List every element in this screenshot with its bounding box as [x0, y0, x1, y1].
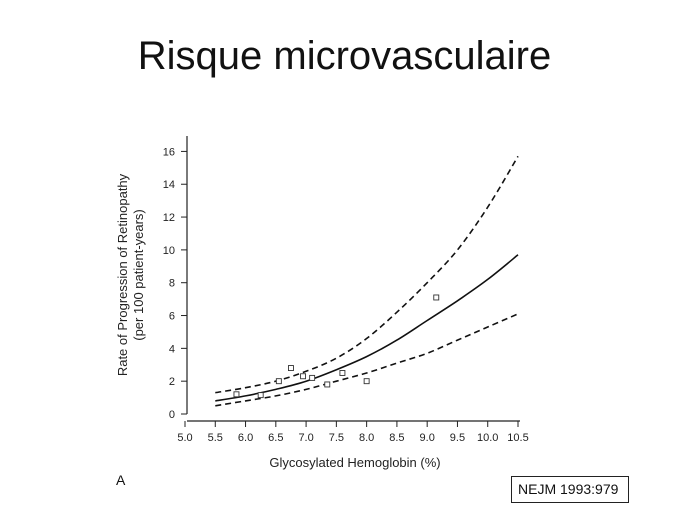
y-tick-label: 10 [163, 245, 175, 257]
series-upper-ci-line [215, 155, 519, 394]
y-tick-label: 0 [169, 409, 175, 421]
chart-axes [186, 136, 520, 422]
y-tick-label: 6 [169, 311, 175, 323]
x-tick-label: 10.5 [507, 432, 528, 444]
x-tick-label: 10.0 [477, 432, 498, 444]
x-tick-label: 7.5 [329, 432, 344, 444]
x-axis-label: Glycosylated Hemoglobin (%) [269, 455, 440, 470]
data-point [288, 365, 294, 371]
y-tick-label: 14 [163, 179, 175, 191]
data-point [309, 374, 316, 381]
y-ticks: 0 2 4 6 8 10 12 14 16 [163, 146, 187, 421]
x-tick-label: 8.0 [359, 432, 374, 444]
slide-title: Risque microvasculaire [137, 34, 552, 78]
y-axis-label-line2: (per 100 patient-years) [131, 209, 146, 341]
series-lower-ci-line [215, 313, 519, 407]
data-point [324, 381, 331, 388]
x-tick-label: 5.0 [177, 432, 192, 444]
series-lines [215, 155, 519, 407]
y-tick-label: 16 [163, 146, 175, 158]
y-tick-label: 4 [169, 343, 175, 355]
data-point [363, 378, 370, 385]
data-point [257, 392, 264, 399]
citation-box: NEJM 1993:979 [511, 476, 629, 503]
data-point [300, 373, 307, 380]
series-fit-line [215, 254, 519, 402]
data-point [275, 378, 282, 385]
data-point [233, 391, 240, 398]
y-tick-label: 8 [169, 278, 175, 290]
y-axis-label-line1: Rate of Progression of Retinopathy [115, 173, 130, 376]
data-points [233, 294, 440, 399]
y-tick-label: 2 [169, 376, 175, 388]
x-tick-label: 7.0 [298, 432, 313, 444]
x-tick-label: 9.0 [420, 432, 435, 444]
x-tick-label: 6.0 [238, 432, 253, 444]
x-tick-label: 6.5 [268, 432, 283, 444]
x-tick-label: 8.5 [389, 432, 404, 444]
panel-label: A [116, 472, 126, 488]
data-point [433, 294, 440, 301]
x-tick-label: 5.5 [208, 432, 223, 444]
data-point [339, 370, 346, 376]
x-ticks: 5.0 5.5 6.0 6.5 7.0 7.5 8.0 8.5 9.0 9.5 10.0 10.5 [177, 421, 529, 444]
y-tick-label: 12 [163, 212, 175, 224]
x-tick-label: 9.5 [450, 432, 465, 444]
